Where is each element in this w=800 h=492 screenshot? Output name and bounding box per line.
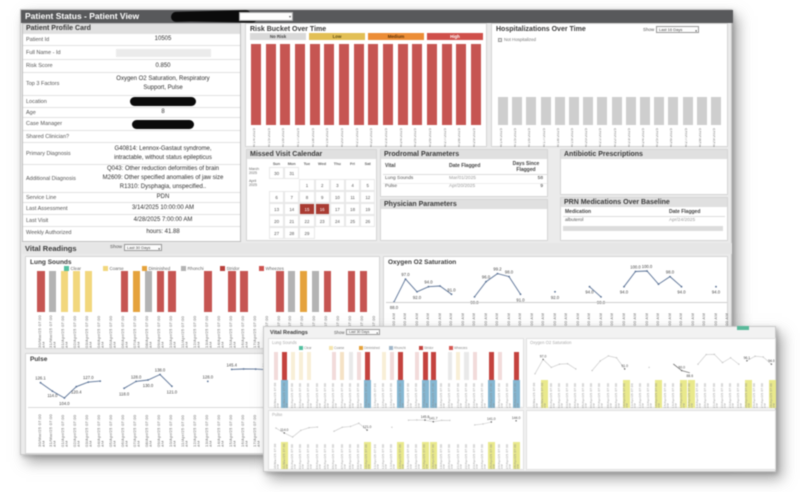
- svg-text:88.0: 88.0: [390, 305, 399, 310]
- svg-text:96.0: 96.0: [482, 275, 491, 280]
- svg-text:97.0: 97.0: [540, 354, 547, 358]
- svg-text:104.0: 104.0: [59, 401, 70, 406]
- svg-text:98.0: 98.0: [666, 270, 675, 275]
- svg-text:92.0: 92.0: [413, 295, 422, 300]
- svg-text:94.0: 94.0: [768, 359, 775, 363]
- svg-text:100.0: 100.0: [642, 264, 653, 269]
- svg-text:121.0: 121.0: [363, 425, 372, 429]
- svg-text:114.0: 114.0: [47, 393, 58, 398]
- svg-text:145.8: 145.8: [421, 415, 430, 419]
- svg-text:121.0: 121.0: [167, 389, 178, 394]
- svg-text:96.1: 96.1: [744, 356, 751, 360]
- svg-text:127.0: 127.0: [83, 375, 94, 380]
- svg-text:138.0: 138.0: [155, 368, 166, 373]
- svg-text:99.2: 99.2: [493, 267, 502, 272]
- svg-text:91.0: 91.0: [447, 287, 456, 292]
- svg-text:91.0: 91.0: [621, 364, 628, 368]
- svg-text:97.0: 97.0: [401, 272, 410, 277]
- svg-text:141.0: 141.0: [487, 417, 496, 421]
- svg-text:94.0: 94.0: [620, 290, 629, 295]
- svg-text:100.0: 100.0: [630, 265, 641, 270]
- svg-text:128.0: 128.0: [203, 374, 214, 379]
- svg-text:88.6: 88.6: [686, 374, 693, 378]
- svg-text:120.4: 120.4: [71, 390, 82, 395]
- svg-text:128.0: 128.0: [131, 374, 142, 379]
- svg-text:114.0: 114.0: [280, 428, 288, 432]
- svg-text:94.0: 94.0: [677, 290, 686, 295]
- svg-text:118.0: 118.0: [119, 391, 130, 396]
- svg-text:126.1: 126.1: [35, 376, 46, 381]
- svg-text:92.0: 92.0: [551, 295, 560, 300]
- svg-text:94.0: 94.0: [712, 290, 721, 295]
- svg-text:141.7: 141.7: [429, 417, 438, 421]
- svg-text:144.0: 144.0: [512, 416, 521, 420]
- svg-text:94.0: 94.0: [585, 290, 594, 295]
- svg-text:91.0: 91.0: [516, 297, 525, 302]
- svg-text:94.0: 94.0: [424, 280, 433, 285]
- svg-text:145.4: 145.4: [226, 362, 237, 367]
- svg-text:130.0: 130.0: [143, 383, 154, 388]
- svg-text:98.0: 98.0: [505, 270, 514, 275]
- svg-text:90.0: 90.0: [678, 366, 685, 370]
